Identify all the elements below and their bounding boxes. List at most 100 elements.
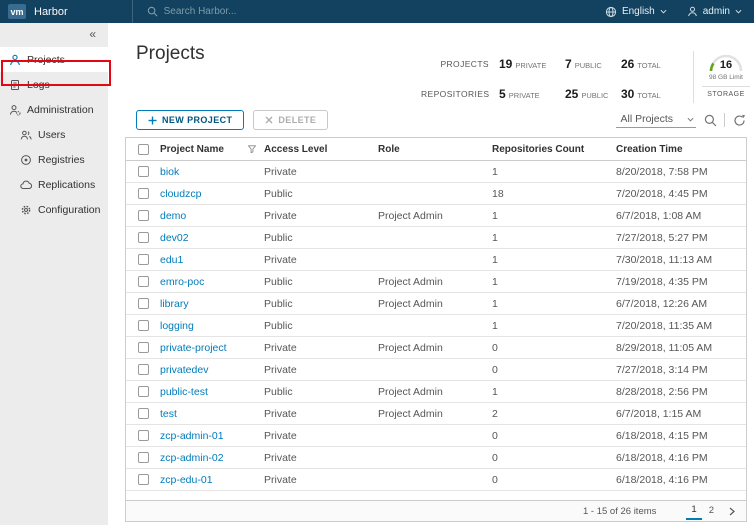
row-checkbox[interactable] — [137, 430, 149, 441]
total-unit-label: TOTAL — [637, 91, 661, 100]
collapse-sidebar-icon[interactable]: « — [89, 27, 96, 41]
project-name-link[interactable]: logging — [160, 319, 194, 332]
page-button-2[interactable]: 2 — [708, 505, 714, 516]
sidebar-item-registries[interactable]: Registries — [0, 147, 108, 172]
sidebar-item-configuration[interactable]: Configuration — [0, 197, 108, 222]
sidebar-item-label: Administration — [27, 103, 94, 116]
sidebar-item-users[interactable]: Users — [0, 122, 108, 147]
row-checkbox[interactable] — [137, 232, 149, 243]
project-name-link[interactable]: zcp-admin-02 — [160, 451, 224, 464]
row-checkbox[interactable] — [137, 386, 149, 397]
storage-label: STORAGE — [702, 86, 750, 98]
column-header-access-level[interactable]: Access Level — [264, 143, 328, 155]
access-level-cell: Public — [264, 187, 293, 200]
user-menu[interactable]: admin — [687, 6, 742, 17]
repositories-count-cell: 1 — [492, 231, 498, 244]
toolbar-divider — [724, 113, 725, 127]
sidebar-nav: « Projects Logs Administration Users Reg… — [0, 23, 111, 525]
table-row: cloudzcp Public 18 7/20/2018, 4:45 PM — [126, 183, 746, 205]
language-menu[interactable]: English — [605, 6, 667, 18]
creation-time-cell: 8/28/2018, 2:56 PM — [616, 385, 708, 398]
total-unit-label: TOTAL — [637, 61, 661, 70]
project-name-link[interactable]: edu1 — [160, 253, 184, 266]
project-name-link[interactable]: emro-poc — [160, 275, 205, 288]
creation-time-cell: 7/20/2018, 11:35 AM — [616, 319, 713, 332]
row-checkbox[interactable] — [137, 342, 149, 353]
row-checkbox[interactable] — [137, 276, 149, 287]
repositories-private-count: 5 — [499, 87, 506, 101]
refresh-icon[interactable] — [732, 113, 746, 127]
row-checkbox[interactable] — [137, 474, 149, 485]
project-name-link[interactable]: privatedev — [160, 363, 209, 376]
chevron-down-icon — [735, 9, 742, 14]
project-name-link[interactable]: library — [160, 297, 189, 310]
storage-gauge: 16 98 GB Limit STORAGE — [702, 49, 750, 103]
column-header-role[interactable]: Role — [378, 143, 400, 155]
sidebar-item-label: Logs — [27, 78, 50, 91]
summary-stats: PROJECTS 19 PRIVATE 7 PUBLIC 26 TOTAL REPOS… — [421, 49, 750, 103]
global-search[interactable] — [147, 6, 344, 17]
project-name-link[interactable]: public-test — [160, 385, 208, 398]
page-button-1[interactable]: 1 — [686, 502, 702, 520]
column-header-repositories-count[interactable]: Repositories Count — [492, 143, 585, 155]
next-page-icon[interactable] — [727, 507, 736, 516]
project-name-link[interactable]: private-project — [160, 341, 227, 354]
project-name-link[interactable]: zcp-admin-01 — [160, 429, 224, 442]
search-projects-icon[interactable] — [703, 113, 717, 127]
project-name-link[interactable]: cloudzcp — [160, 187, 202, 200]
registries-icon — [21, 154, 31, 165]
repositories-count-cell: 1 — [492, 253, 498, 266]
creation-time-cell: 6/7/2018, 12:26 AM — [616, 297, 708, 310]
sidebar-item-projects[interactable]: Projects — [0, 47, 108, 72]
repositories-count-cell: 1 — [492, 297, 498, 310]
page-title: Projects — [136, 43, 205, 64]
sidebar-item-administration[interactable]: Administration — [0, 97, 108, 122]
project-name-link[interactable]: zcp-edu-01 — [160, 473, 213, 486]
search-input[interactable] — [163, 6, 344, 17]
table-row: zcp-edu-01 Private 0 6/18/2018, 4:16 PM — [126, 469, 746, 491]
row-checkbox[interactable] — [137, 188, 149, 199]
new-project-button[interactable]: NEW PROJECT — [136, 110, 245, 130]
repositories-count-cell: 1 — [492, 165, 498, 178]
storage-limit-text: 98 GB Limit — [709, 74, 743, 81]
row-checkbox[interactable] — [137, 298, 149, 309]
table-body: biok Private 1 8/20/2018, 7:58 PM cloudzcp Pu… — [126, 161, 746, 491]
table-row: edu1 Private 1 7/30/2018, 11:13 AM — [126, 249, 746, 271]
row-checkbox[interactable] — [137, 408, 149, 419]
access-level-cell: Private — [264, 253, 297, 266]
filter-icon[interactable] — [248, 145, 256, 153]
role-cell: Project Admin — [378, 385, 443, 398]
project-name-link[interactable]: demo — [160, 209, 187, 222]
project-name-link[interactable]: biok — [160, 165, 180, 178]
creation-time-cell: 7/27/2018, 5:27 PM — [616, 231, 708, 244]
row-checkbox[interactable] — [137, 166, 149, 177]
row-checkbox[interactable] — [137, 452, 149, 463]
sidebar-item-replications[interactable]: Replications — [0, 172, 108, 197]
creation-time-cell: 8/20/2018, 7:58 PM — [616, 165, 708, 178]
row-checkbox[interactable] — [137, 210, 149, 221]
project-type-select[interactable]: All Projects — [616, 112, 696, 128]
sidebar-item-logs[interactable]: Logs — [0, 72, 108, 97]
row-checkbox[interactable] — [137, 364, 149, 375]
table-row: privatedev Private 0 7/27/2018, 3:14 PM — [126, 359, 746, 381]
access-level-cell: Private — [264, 341, 297, 354]
repositories-total-count: 30 — [621, 87, 635, 101]
table-row: zcp-admin-01 Private 0 6/18/2018, 4:15 PM — [126, 425, 746, 447]
repositories-count-cell: 0 — [492, 363, 498, 376]
row-checkbox[interactable] — [137, 320, 149, 331]
configuration-icon — [21, 205, 31, 214]
project-name-link[interactable]: test — [160, 407, 177, 420]
repositories-count-cell: 0 — [492, 429, 498, 442]
search-icon — [147, 6, 158, 17]
select-all-checkbox[interactable] — [137, 143, 149, 155]
main-content: Projects PROJECTS 19 PRIVATE 7 PUBLIC 26 TO… — [108, 23, 754, 525]
user-icon — [687, 6, 698, 17]
column-header-project-name[interactable]: Project Name — [160, 143, 224, 155]
row-checkbox[interactable] — [137, 254, 149, 265]
project-name-link[interactable]: dev02 — [160, 231, 189, 244]
column-header-creation-time[interactable]: Creation Time — [616, 143, 683, 155]
delete-button[interactable]: DELETE — [253, 110, 329, 130]
replications-icon — [20, 180, 32, 189]
